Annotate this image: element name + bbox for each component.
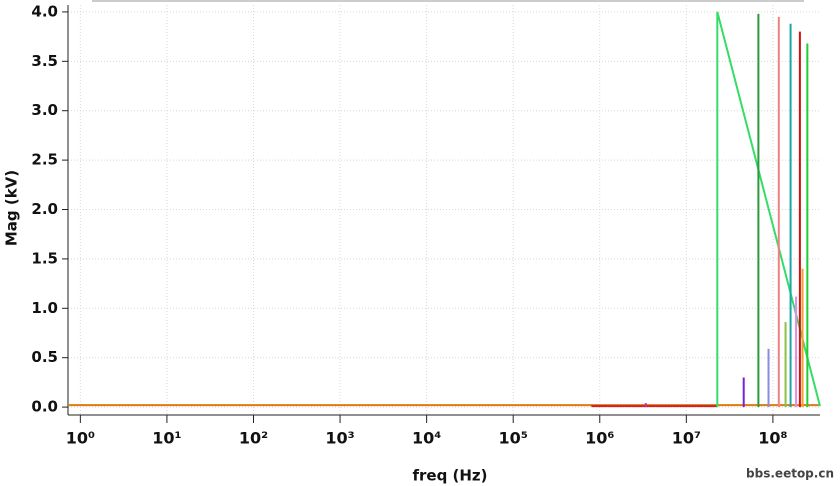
x-tick-label: 10² bbox=[239, 429, 268, 448]
y-axis-label: Mag (kV) bbox=[3, 170, 21, 246]
x-tick-label: 10¹ bbox=[152, 429, 181, 448]
x-tick-label: 10⁸ bbox=[758, 429, 787, 448]
x-tick-label: 10⁰ bbox=[66, 429, 95, 448]
y-tick-label: 1.5 bbox=[31, 249, 58, 267]
y-tick-label: 0.0 bbox=[31, 398, 58, 416]
watermark: bbs.eetop.cn bbox=[746, 467, 834, 481]
x-tick-label: 10⁴ bbox=[412, 429, 441, 448]
series-line bbox=[716, 11, 821, 408]
y-tick-label: 1.0 bbox=[31, 299, 58, 317]
y-tick-label: 3.0 bbox=[31, 101, 58, 119]
x-tick-label: 10⁶ bbox=[585, 429, 614, 448]
y-tick-label: 2.0 bbox=[31, 200, 58, 218]
y-tick-label: 4.0 bbox=[31, 2, 58, 20]
x-tick-label: 10³ bbox=[325, 429, 354, 448]
x-axis-label: freq (Hz) bbox=[412, 467, 487, 485]
y-tick-label: 2.5 bbox=[31, 151, 58, 169]
y-tick-label: 3.5 bbox=[31, 52, 58, 70]
y-tick-label: 0.5 bbox=[31, 348, 58, 366]
x-tick-label: 10⁵ bbox=[499, 429, 528, 448]
x-tick-label: 10⁷ bbox=[672, 429, 701, 448]
